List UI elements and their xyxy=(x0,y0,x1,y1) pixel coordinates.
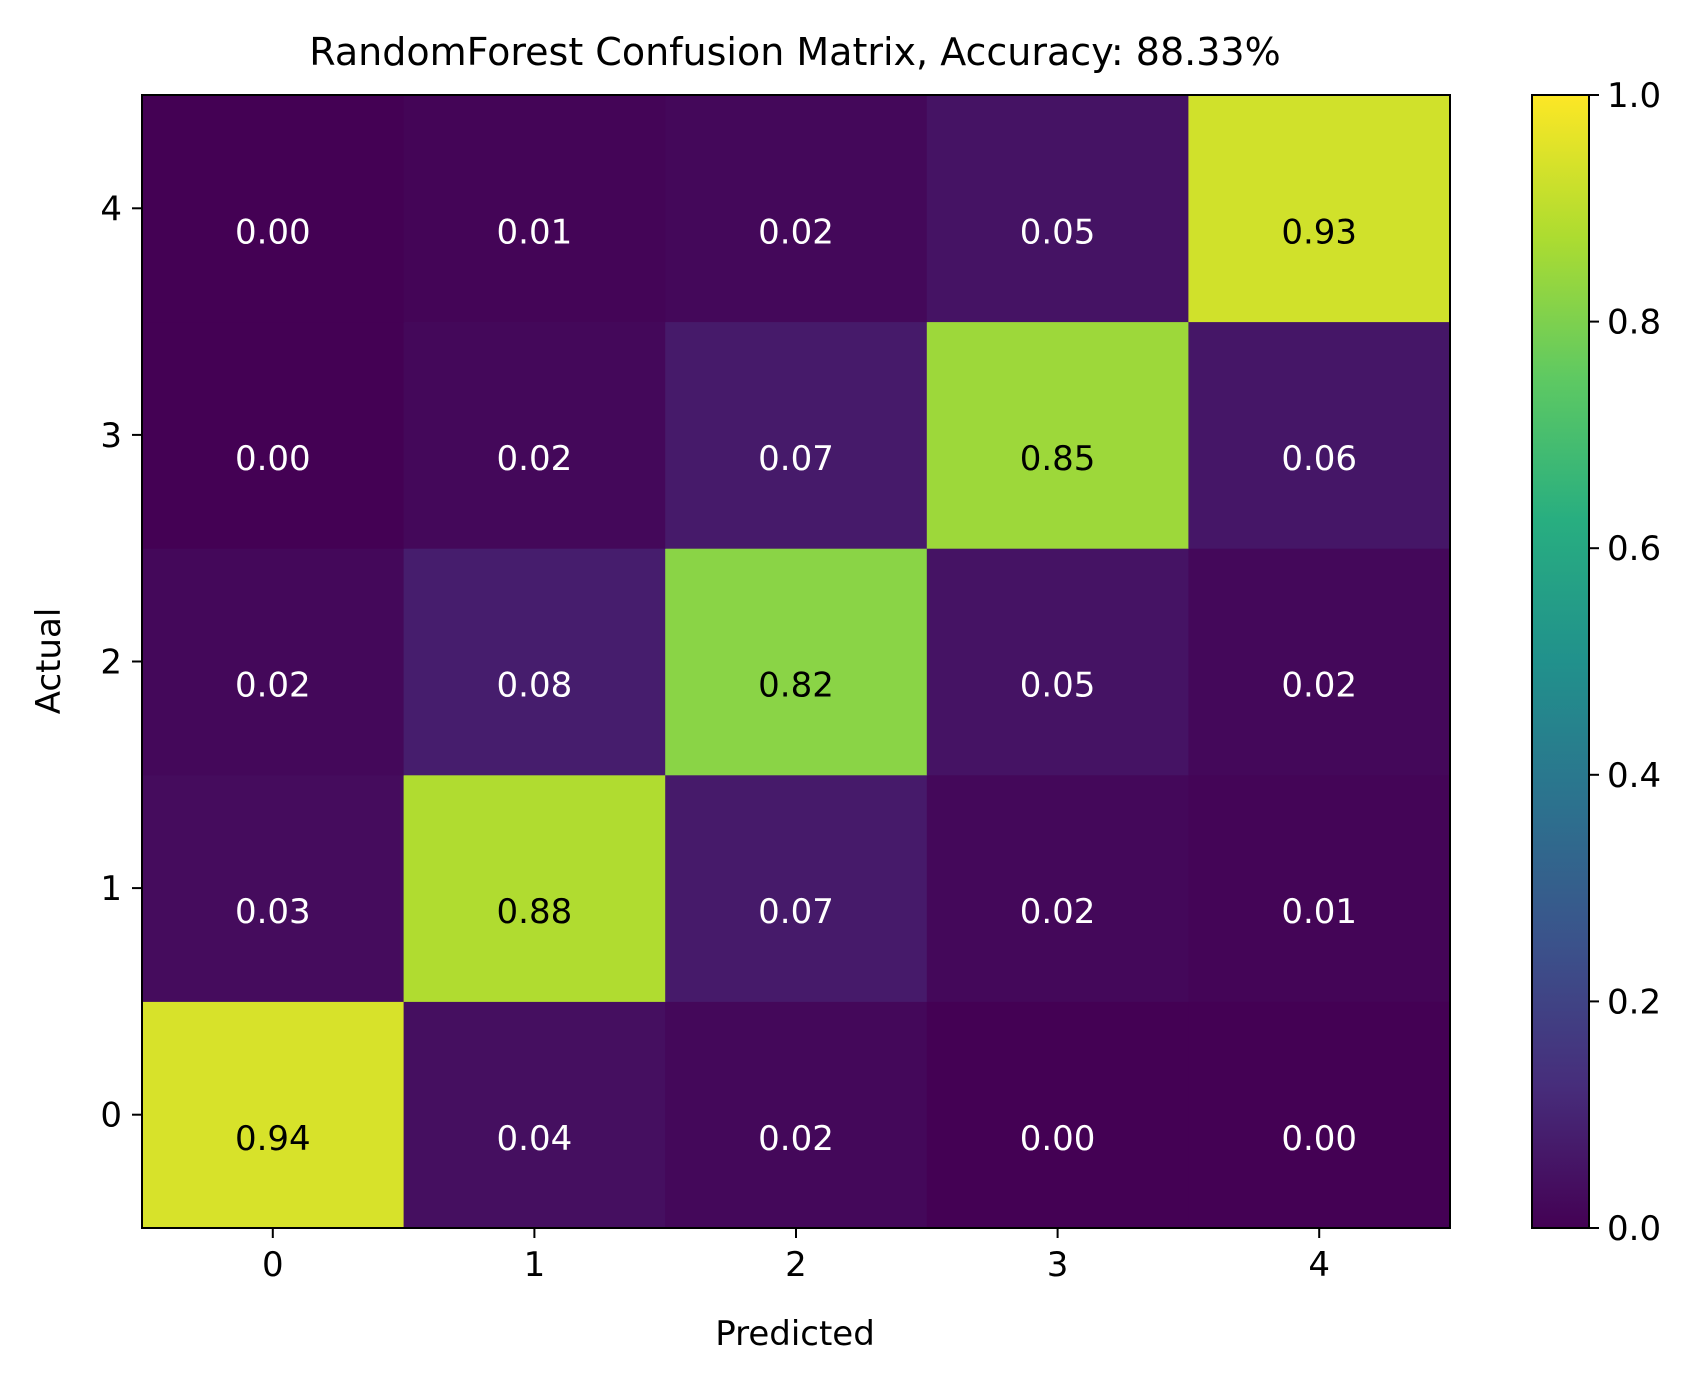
colorbar-tick-label: 0.8 xyxy=(1607,303,1661,343)
cell-value-label: 0.02 xyxy=(235,666,311,706)
heatmap-cell-actual-3-pred-0 xyxy=(142,321,405,549)
cell-value-label: 0.82 xyxy=(758,666,834,706)
cell-value-label: 0.07 xyxy=(758,892,834,932)
heatmap-cell-actual-3-pred-3 xyxy=(926,321,1189,549)
y-tick-label: 0 xyxy=(100,1096,122,1136)
cell-value-label: 0.01 xyxy=(1281,892,1357,932)
x-tick-label: 4 xyxy=(1308,1245,1330,1285)
x-tick-label: 3 xyxy=(1047,1245,1069,1285)
colorbar-tick-label: 0.4 xyxy=(1607,756,1661,796)
cell-value-label: 0.02 xyxy=(758,212,834,252)
cell-value-label: 0.02 xyxy=(1020,892,1096,932)
heatmap-cell-actual-3-pred-2 xyxy=(665,321,928,549)
cell-value-label: 0.02 xyxy=(497,439,573,479)
cell-value-label: 0.88 xyxy=(497,892,573,932)
cell-value-label: 0.85 xyxy=(1020,439,1096,479)
colorbar xyxy=(1531,94,1590,1229)
y-axis: 0 1 2 3 4 xyxy=(100,189,142,1136)
cell-value-label: 0.00 xyxy=(1281,1119,1357,1159)
cell-value-label: 0.02 xyxy=(758,1119,834,1159)
cell-value-label: 0.01 xyxy=(497,212,573,252)
cell-value-label: 0.00 xyxy=(1020,1119,1096,1159)
cell-value-label: 0.05 xyxy=(1020,666,1096,706)
cell-value-label: 0.02 xyxy=(1281,666,1357,706)
heatmap-cell-actual-4-pred-1 xyxy=(403,95,666,323)
cell-value-label: 0.93 xyxy=(1281,212,1357,252)
x-tick-label: 2 xyxy=(785,1245,807,1285)
cell-value-label: 0.05 xyxy=(1020,212,1096,252)
colorbar-tick-label: 1.0 xyxy=(1607,76,1661,116)
x-axis-label: Predicted xyxy=(715,1314,875,1354)
heatmap-cell-actual-1-pred-2 xyxy=(665,774,928,1002)
cell-value-label: 0.00 xyxy=(235,212,311,252)
heatmap-cell-actual-0-pred-2 xyxy=(665,1001,928,1229)
heatmap-cell-actual-4-pred-0 xyxy=(142,95,405,323)
heatmap-cell-actual-1-pred-4 xyxy=(1188,774,1451,1002)
cell-value-label: 0.07 xyxy=(758,439,834,479)
heatmap-cell-actual-0-pred-0 xyxy=(142,1001,405,1229)
chart-title: RandomForest Confusion Matrix, Accuracy:… xyxy=(309,30,1280,74)
cell-value-label: 0.94 xyxy=(235,1119,311,1159)
y-axis-label: Actual xyxy=(29,608,69,715)
heatmap-cell-actual-2-pred-3 xyxy=(926,548,1189,776)
cell-labels: 0.94 0.04 0.02 0.00 0.00 0.03 0.88 0.07 0.02 0.01… xyxy=(235,212,1357,1158)
y-tick-label: 1 xyxy=(100,869,122,909)
heatmap-cell-actual-3-pred-4 xyxy=(1188,321,1451,549)
heatmap-cells xyxy=(142,95,1451,1229)
heatmap-cell-actual-4-pred-3 xyxy=(926,95,1189,323)
heatmap-cell-actual-1-pred-3 xyxy=(926,774,1189,1002)
heatmap-cell-actual-4-pred-4 xyxy=(1188,95,1451,323)
colorbar-ticks: 0.0 0.2 0.4 0.6 0.8 1.0 xyxy=(1589,76,1661,1249)
y-tick-label: 3 xyxy=(100,416,122,456)
heatmap-cell-actual-0-pred-4 xyxy=(1188,1001,1451,1229)
colorbar-tick-label: 0.2 xyxy=(1607,982,1661,1022)
heatmap-cell-actual-2-pred-1 xyxy=(403,548,666,776)
cell-value-label: 0.04 xyxy=(497,1119,573,1159)
heatmap-cell-actual-1-pred-0 xyxy=(142,774,405,1002)
heatmap-cell-actual-0-pred-1 xyxy=(403,1001,666,1229)
cell-value-label: 0.00 xyxy=(235,439,311,479)
cell-value-label: 0.08 xyxy=(497,666,573,706)
y-tick-label: 4 xyxy=(100,189,122,229)
cell-value-label: 0.06 xyxy=(1281,439,1357,479)
colorbar-tick-label: 0.6 xyxy=(1607,529,1661,569)
y-tick-label: 2 xyxy=(100,643,122,683)
heatmap-cell-actual-1-pred-1 xyxy=(403,774,666,1002)
cell-value-label: 0.03 xyxy=(235,892,311,932)
heatmap-cell-actual-4-pred-2 xyxy=(665,95,928,323)
x-tick-label: 1 xyxy=(524,1245,546,1285)
x-tick-label: 0 xyxy=(262,1245,284,1285)
colorbar-tick-label: 0.0 xyxy=(1607,1209,1661,1249)
heatmap-cell-actual-0-pred-3 xyxy=(926,1001,1189,1229)
heatmap-cell-actual-3-pred-1 xyxy=(403,321,666,549)
heatmap-cell-actual-2-pred-4 xyxy=(1188,548,1451,776)
x-axis: 0 1 2 3 4 xyxy=(262,1228,1330,1285)
heatmap-cell-actual-2-pred-0 xyxy=(142,548,405,776)
heatmap-cell-actual-2-pred-2 xyxy=(665,548,928,776)
